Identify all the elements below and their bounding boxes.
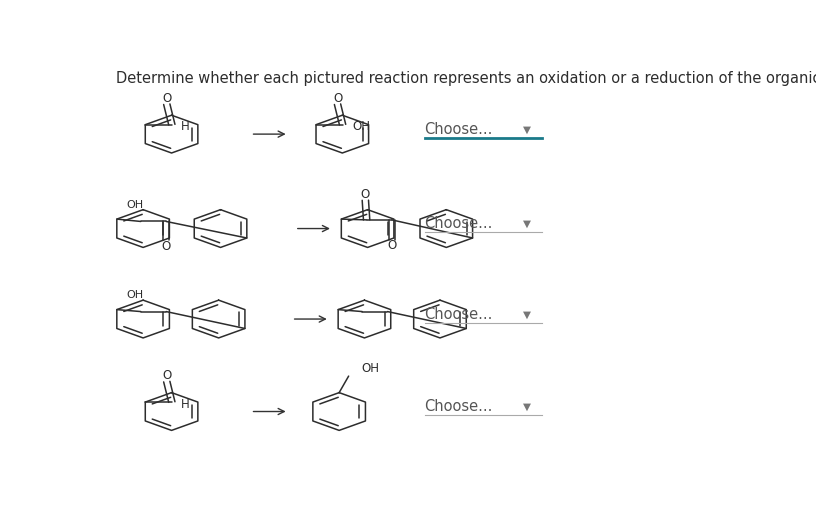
Text: ▼: ▼	[522, 219, 530, 229]
Text: Determine whether each pictured reaction represents an oxidation or a reduction : Determine whether each pictured reaction…	[116, 71, 816, 86]
Text: Choose...: Choose...	[424, 216, 493, 231]
Text: O: O	[162, 92, 171, 105]
Text: O: O	[162, 240, 171, 253]
Text: OH: OH	[353, 120, 370, 133]
Text: Choose...: Choose...	[424, 399, 493, 414]
Text: H: H	[181, 120, 190, 133]
Text: O: O	[361, 188, 370, 201]
Text: O: O	[162, 369, 171, 382]
Text: O: O	[333, 92, 342, 105]
Text: H: H	[181, 398, 190, 410]
Text: OH: OH	[361, 362, 379, 375]
Text: ▼: ▼	[522, 124, 530, 134]
Text: OH: OH	[126, 290, 143, 300]
Text: ▼: ▼	[522, 402, 530, 412]
Text: OH: OH	[126, 200, 143, 210]
Text: Choose...: Choose...	[424, 307, 493, 322]
Text: O: O	[388, 239, 397, 252]
Text: ▼: ▼	[522, 309, 530, 319]
Text: Choose...: Choose...	[424, 122, 493, 137]
